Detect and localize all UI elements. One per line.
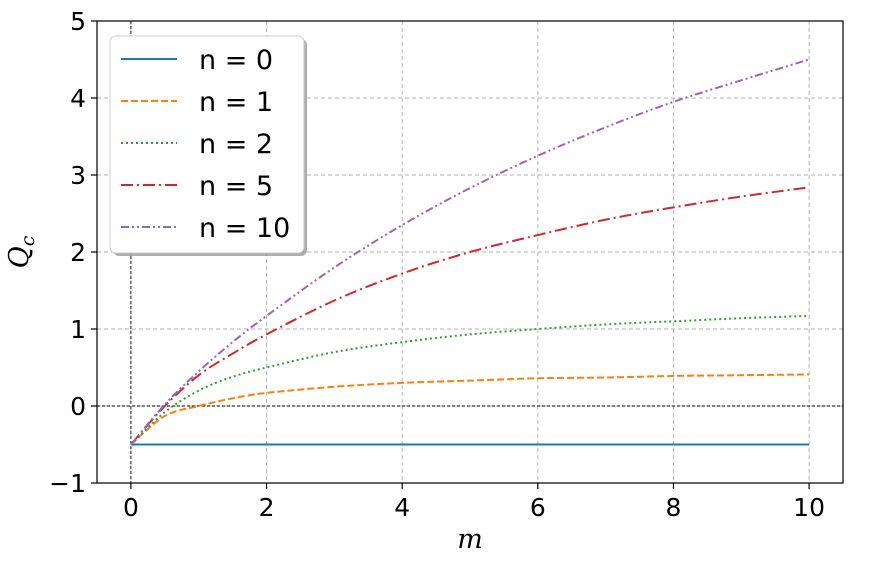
y-tick-label: 3 xyxy=(70,161,86,190)
axis-ticks: 0 2 4 6 8 10 −1 0 1 2 3 4 5 xyxy=(49,7,825,522)
legend-label: n = 1 xyxy=(199,87,273,118)
y-tick-label: 0 xyxy=(70,392,86,421)
legend: n = 0 n = 1 n = 2 n = 5 n = 10 xyxy=(109,35,307,256)
series-line xyxy=(130,186,810,446)
y-tick-label: −1 xyxy=(49,469,86,498)
y-tick-label: 1 xyxy=(70,315,86,344)
legend-label: n = 5 xyxy=(199,171,273,202)
x-tick-label: 6 xyxy=(530,493,546,522)
y-axis-label: Qc xyxy=(4,235,39,268)
y-tick-label: 2 xyxy=(70,238,86,267)
legend-label: n = 2 xyxy=(199,129,273,160)
y-axis-label-main: Q xyxy=(4,246,35,268)
y-tick-label: 5 xyxy=(70,7,86,36)
x-tick-label: 4 xyxy=(394,493,410,522)
x-tick-label: 8 xyxy=(666,493,682,522)
legend-label: n = 10 xyxy=(199,213,290,244)
x-tick-label: 2 xyxy=(259,493,275,522)
y-tick-label: 4 xyxy=(70,84,86,113)
series-line xyxy=(130,373,810,446)
plot-lines xyxy=(130,58,810,446)
legend-label: n = 0 xyxy=(199,45,273,76)
x-axis-label: m xyxy=(457,524,483,555)
x-tick-label: 0 xyxy=(123,493,139,522)
legend-box xyxy=(109,35,305,254)
x-tick-label: 10 xyxy=(793,493,825,522)
y-axis-label-subscript: c xyxy=(17,235,39,246)
